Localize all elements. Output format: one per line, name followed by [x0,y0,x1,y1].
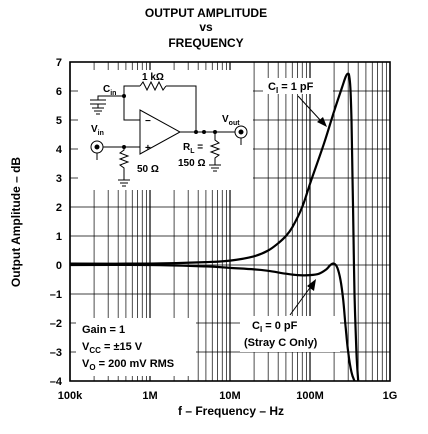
condition-gain: Gain = 1 [82,324,125,336]
series-1-label: CI = 1 pF [268,81,314,95]
schematic-output-node-label: Vout [222,114,240,127]
x-tick-label: 100k [58,390,83,402]
y-tick-label: –1 [50,289,62,301]
x-tick-label: 10M [219,390,240,402]
op-amp-plus: + [145,143,151,154]
schematic-load-resistor-value: 150 Ω [178,158,205,169]
x-tick-label: 1M [142,390,157,402]
x-tick-label: 1G [383,390,398,402]
schematic-input-node-label: Vin [91,124,104,137]
x-axis-label: f – Frequency – Hz [178,404,284,418]
condition-vcc: VCC = ±15 V [82,341,143,355]
chart-title-line-2: vs [199,20,213,34]
x-tick-label: 100M [296,390,324,402]
series-2-label: CI = 0 pF [252,320,298,334]
series-2-label-box [240,316,340,352]
plot-frame [69,61,391,382]
series-1-label-box [263,78,333,94]
schematic-input-resistor-label: 50 Ω [137,164,159,175]
y-tick-label: 5 [56,115,62,127]
y-tick-label: –2 [50,318,62,330]
series-1-arrowhead [317,117,327,127]
test-circuit-schematic [78,70,253,190]
schematic-input-cap-label: Cin [103,84,116,97]
op-amp-minus: − [145,116,151,127]
y-tick-labels: 7 6 5 4 3 2 1 0 –1 –2 –3 –4 [50,57,63,388]
y-tick-label: 3 [56,173,62,185]
schematic-dots [122,94,217,149]
series-lines [69,72,360,382]
y-tick-label: 1 [56,231,62,243]
conditions-box [76,318,196,376]
y-tick-label: 7 [56,57,62,69]
y-axis-label: Output Amplitude – dB [9,157,23,288]
y-tick-label: –4 [50,376,63,388]
y-tick-label: 4 [56,144,63,156]
schematic-feedback-resistor-label: 1 kΩ [142,72,164,83]
series-1-leader [297,95,323,123]
y-tick-label: 0 [56,260,62,272]
y-tick-label: –3 [50,347,62,359]
series-2-label-line-2: (Stray C Only) [244,337,318,349]
chart-title-line-1: OUTPUT AMPLITUDE [145,6,267,20]
series-line-1 [69,72,360,382]
y-tick-label: 2 [56,202,62,214]
x-tick-labels: 100k 1M 10M 100M 1G [58,390,398,402]
series-2-arrowhead [307,279,316,291]
y-tick-label: 6 [56,86,62,98]
chart-title-line-3: FREQUENCY [168,36,243,50]
schematic-load-resistor-name: RL = [183,142,203,155]
series-2-leader [289,284,313,316]
condition-vo: VO = 200 mV RMS [82,358,174,372]
series-line-2 [69,262,356,382]
